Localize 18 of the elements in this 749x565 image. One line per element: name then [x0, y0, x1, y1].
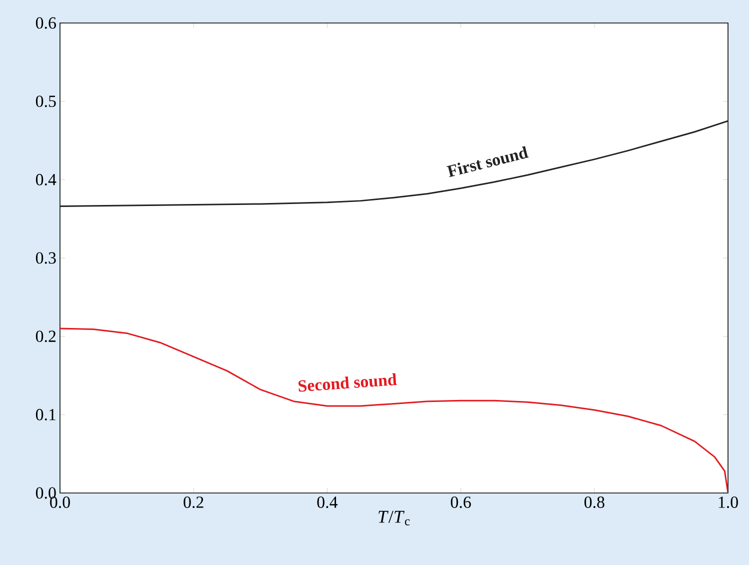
line-series: [60, 328, 728, 493]
line-series: [60, 120, 728, 208]
x-axis-title: T/T$_{c}$: [378, 510, 410, 526]
text: First sound: [446, 146, 529, 178]
y-tick-label: 0.2: [36, 330, 56, 342]
x-tick-label: 0.0: [50, 496, 70, 508]
y-tick-label: 0.5: [36, 96, 56, 108]
y-tick-label: 0.0: [36, 487, 56, 499]
x-tick-label: 0.2: [184, 496, 204, 508]
y-tick-label: 0.6: [36, 17, 56, 29]
x-tick-label: 1.0: [718, 496, 738, 508]
x-tick-label: 0.4: [317, 496, 338, 508]
series-label: Second sound: [298, 373, 397, 392]
y-tick-label: 0.1: [36, 408, 56, 420]
x-tick-label: 0.6: [450, 496, 471, 508]
x-tick-label: 0.8: [584, 496, 604, 508]
y-tick-label: 0.4: [36, 174, 56, 186]
y-tick-label: 0.3: [36, 252, 56, 264]
